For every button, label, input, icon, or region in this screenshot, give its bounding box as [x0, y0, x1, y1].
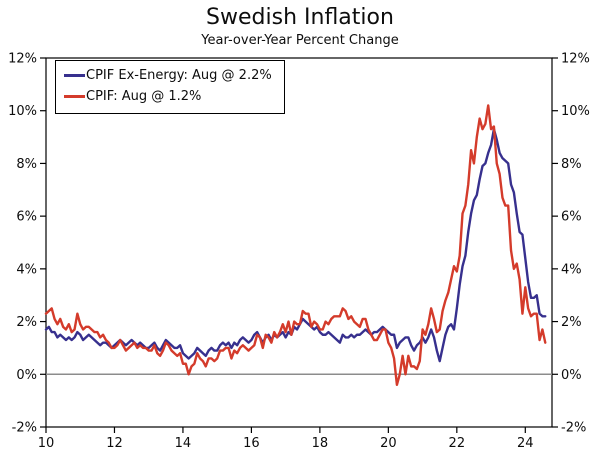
y-axis-label-right: 6% [561, 210, 582, 225]
y-axis-label-right: 4% [561, 262, 582, 277]
legend-label-cpif-ex-energy: CPIF Ex-Energy: Aug @ 2.2% [86, 68, 272, 83]
x-axis-label: 20 [380, 436, 397, 451]
y-axis-label-right: 12% [561, 52, 590, 67]
y-axis-label-left: 10% [8, 104, 37, 119]
x-axis-label: 10 [38, 436, 55, 451]
series-line-cpif [44, 104, 547, 387]
y-axis-label-left: 8% [16, 157, 37, 172]
y-axis-label-left: 0% [16, 368, 37, 383]
y-axis-label-left: 12% [8, 52, 37, 67]
plot-frame [45, 57, 553, 428]
legend-label-cpif: CPIF: Aug @ 1.2% [86, 89, 202, 104]
legend-item-cpif-ex-energy: CPIF Ex-Energy: Aug @ 2.2% [64, 65, 272, 86]
y-axis-label-right: 2% [561, 315, 582, 330]
y-axis-label-left: -2% [12, 421, 37, 436]
y-axis-label-right: 8% [561, 157, 582, 172]
legend-item-cpif: CPIF: Aug @ 1.2% [64, 86, 272, 107]
y-axis-label-left: 2% [16, 315, 37, 330]
y-axis-label-left: 4% [16, 262, 37, 277]
legend: CPIF Ex-Energy: Aug @ 2.2% CPIF: Aug @ 1… [55, 60, 285, 114]
cpif-line-swatch [64, 95, 85, 98]
y-axis-label-right: 0% [561, 368, 582, 383]
chart-subtitle: Year-over-Year Percent Change [201, 33, 399, 48]
x-axis-label: 14 [175, 436, 192, 451]
x-axis-label: 24 [517, 436, 534, 451]
x-axis-label: 18 [312, 436, 329, 451]
y-axis-label-left: 6% [16, 210, 37, 225]
series-line-cpif-ex-energy [44, 127, 547, 363]
x-axis-label: 16 [243, 436, 260, 451]
y-axis-label-right: 10% [561, 104, 590, 119]
y-axis-label-right: -2% [561, 421, 586, 436]
chart-title: Swedish Inflation [206, 5, 394, 30]
x-axis-label: 12 [106, 436, 123, 451]
x-axis-label: 22 [449, 436, 466, 451]
cpif-ex-energy-line-swatch [64, 74, 85, 77]
